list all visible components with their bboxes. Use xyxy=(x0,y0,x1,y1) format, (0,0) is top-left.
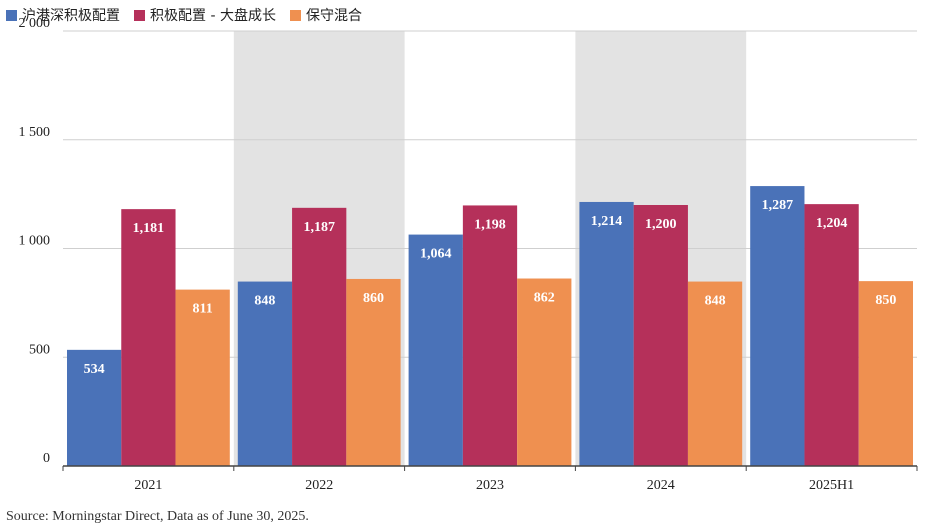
y-tick-label: 500 xyxy=(29,342,50,357)
bar xyxy=(579,201,634,466)
data-label: 534 xyxy=(84,362,105,377)
legend-label: 积极配置 - 大盘成长 xyxy=(150,8,276,24)
data-label: 848 xyxy=(705,294,726,309)
legend-item: 积极配置 - 大盘成长 xyxy=(134,5,276,25)
chart-legend: 沪港深积极配置 积极配置 - 大盘成长 保守混合 xyxy=(6,4,376,26)
bar xyxy=(858,281,913,466)
y-tick-label: 1 000 xyxy=(19,234,51,249)
x-tick-label: 2023 xyxy=(476,478,504,493)
x-tick-label: 2025H1 xyxy=(809,478,854,493)
data-label: 860 xyxy=(363,291,384,306)
data-label: 1,064 xyxy=(420,247,452,262)
legend-item: 沪港深积极配置 xyxy=(6,5,120,25)
data-label: 862 xyxy=(534,291,555,306)
legend-item: 保守混合 xyxy=(289,5,362,25)
data-label: 1,198 xyxy=(474,217,506,232)
source-note: Source: Morningstar Direct, Data as of J… xyxy=(6,509,309,524)
bar xyxy=(121,209,176,466)
bar xyxy=(237,281,293,466)
legend-swatch xyxy=(289,9,301,21)
legend-swatch xyxy=(6,9,17,21)
bar xyxy=(175,289,230,466)
bar xyxy=(750,186,805,466)
bar xyxy=(687,281,743,466)
bar xyxy=(67,349,122,466)
bar xyxy=(462,205,518,466)
data-label: 1,187 xyxy=(303,220,335,235)
data-label: 1,200 xyxy=(645,217,677,232)
data-label: 1,214 xyxy=(591,214,623,229)
x-tick-label: 2022 xyxy=(305,478,333,493)
data-label: 1,181 xyxy=(133,221,165,236)
bar xyxy=(346,278,401,466)
data-label: 1,287 xyxy=(762,198,794,213)
legend-label: 沪港深积极配置 xyxy=(22,8,120,24)
y-tick-label: 1 500 xyxy=(19,125,51,140)
legend-label: 保守混合 xyxy=(305,8,362,24)
bar xyxy=(633,205,688,466)
data-label: 1,204 xyxy=(816,216,848,231)
x-tick-label: 2021 xyxy=(134,478,162,493)
x-tick-label: 2024 xyxy=(647,478,675,493)
bar xyxy=(804,204,859,466)
y-tick-label: 2 000 xyxy=(19,16,51,31)
y-tick-label: 0 xyxy=(43,451,50,466)
data-label: 811 xyxy=(193,302,213,317)
legend-swatch xyxy=(134,9,145,21)
data-label: 850 xyxy=(875,293,896,308)
bar xyxy=(408,234,463,466)
data-label: 848 xyxy=(254,294,275,309)
bar xyxy=(292,207,347,466)
bar xyxy=(517,278,572,466)
